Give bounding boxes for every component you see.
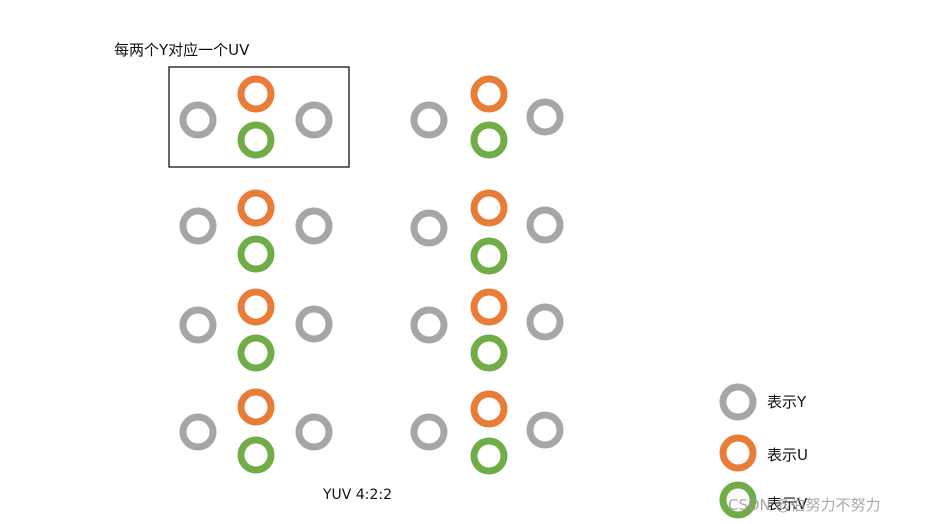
- y-sample-circle: [179, 306, 217, 344]
- v-sample-circle: [470, 237, 508, 275]
- sample-circles: [179, 75, 564, 475]
- y-sample-circle: [179, 101, 217, 139]
- u-sample-circle: [237, 189, 275, 227]
- v-sample-circle: [237, 121, 275, 159]
- y-sample-circle: [295, 101, 333, 139]
- y-sample-circle: [179, 413, 217, 451]
- u-sample-circle: [470, 288, 508, 326]
- legend-label-y: 表示Y: [767, 393, 807, 411]
- u-sample-circle: [470, 390, 508, 428]
- highlight-box: [168, 66, 350, 168]
- y-sample-circle: [526, 206, 564, 244]
- legend-swatch-y: [719, 383, 757, 421]
- legend-swatch-u: [719, 434, 757, 472]
- y-sample-circle: [410, 101, 448, 139]
- y-sample-circle: [526, 303, 564, 341]
- diagram-caption: YUV 4:2:2: [323, 487, 392, 503]
- v-sample-circle: [237, 235, 275, 273]
- u-sample-circle: [237, 75, 275, 113]
- u-sample-circle: [470, 189, 508, 227]
- y-sample-circle: [410, 209, 448, 247]
- v-sample-circle: [470, 121, 508, 159]
- v-sample-circle: [237, 334, 275, 372]
- legend-label-v: 表示V: [767, 495, 808, 513]
- y-sample-circle: [295, 305, 333, 343]
- u-sample-circle: [237, 288, 275, 326]
- box-annotation: 每两个Y对应一个UV: [114, 41, 250, 59]
- v-sample-circle: [237, 436, 275, 474]
- y-sample-circle: [179, 207, 217, 245]
- u-sample-circle: [237, 388, 275, 426]
- legend-label-u: 表示U: [767, 446, 808, 464]
- y-sample-circle: [295, 207, 333, 245]
- y-sample-circle: [526, 98, 564, 136]
- v-sample-circle: [470, 437, 508, 475]
- u-sample-circle: [470, 75, 508, 113]
- y-sample-circle: [526, 411, 564, 449]
- legend-swatches: [719, 383, 757, 519]
- y-sample-circle: [295, 413, 333, 451]
- legend-swatch-v: [719, 481, 757, 519]
- watermark: CSDN @伯努力不努力: [728, 496, 881, 514]
- y-sample-circle: [410, 306, 448, 344]
- y-sample-circle: [410, 413, 448, 451]
- v-sample-circle: [470, 334, 508, 372]
